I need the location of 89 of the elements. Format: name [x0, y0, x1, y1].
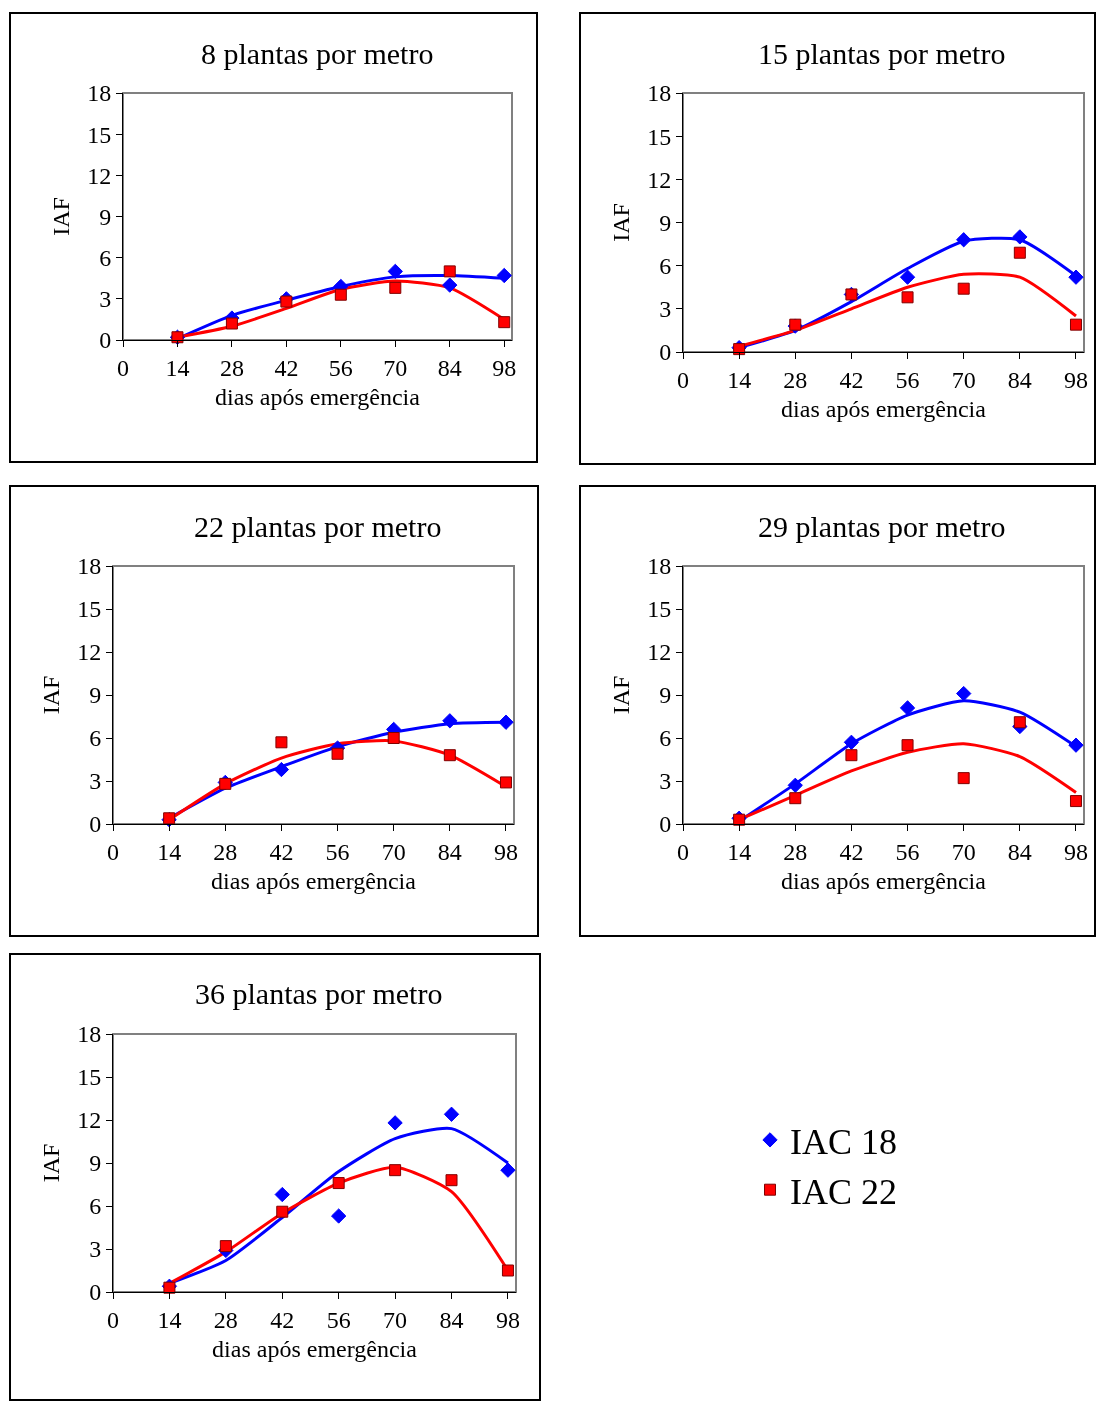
x-tick-label: 70 — [383, 354, 408, 381]
x-tick-label: 84 — [1007, 838, 1032, 865]
x-tick-label: 98 — [1063, 366, 1088, 393]
x-tick-label: 14 — [727, 838, 752, 865]
x-tick-label: 70 — [951, 838, 976, 865]
y-axis-title: IAF — [38, 1143, 65, 1183]
y-tick-label: 6 — [659, 725, 672, 752]
x-tick-label: 84 — [1007, 366, 1032, 393]
x-tick-label: 14 — [157, 1306, 182, 1333]
x-tick-label: 42 — [269, 838, 294, 865]
x-tick-label: 14 — [727, 366, 752, 393]
x-tick-label: 14 — [157, 838, 182, 865]
y-axis-title: IAF — [48, 197, 75, 236]
y-tick-label: 0 — [89, 811, 102, 838]
y-tick-label: 3 — [89, 768, 102, 795]
x-tick-label: 28 — [783, 838, 808, 865]
legend-label: IAC 22 — [790, 1171, 897, 1212]
x-tick-label: 84 — [437, 838, 462, 865]
x-tick-label: 42 — [270, 1306, 295, 1333]
x-tick-label: 98 — [492, 354, 517, 381]
y-tick-label: 9 — [659, 209, 672, 236]
y-tick-label: 9 — [659, 682, 672, 709]
y-tick-label: 15 — [87, 121, 112, 148]
y-axis-title: IAF — [38, 675, 65, 715]
x-tick-label: 42 — [274, 354, 299, 381]
y-tick-label: 15 — [77, 596, 102, 623]
x-tick-label: 84 — [437, 354, 462, 381]
y-tick-label: 18 — [77, 1021, 102, 1048]
x-tick-label: 28 — [783, 366, 808, 393]
x-tick-label: 70 — [383, 1306, 408, 1333]
y-tick-label: 12 — [77, 1107, 102, 1134]
chart-title: 36 plantas por metro — [195, 977, 443, 1010]
x-axis-title: dias após emergência — [211, 868, 417, 895]
x-axis-title: dias após emergência — [215, 384, 421, 411]
x-tick-label: 98 — [493, 838, 518, 865]
x-tick-label: 28 — [219, 354, 244, 381]
x-tick-label: 84 — [439, 1306, 464, 1333]
y-tick-label: 18 — [87, 80, 112, 107]
legend-label: IAC 18 — [790, 1121, 897, 1162]
x-tick-label: 0 — [677, 838, 689, 865]
y-tick-label: 18 — [77, 553, 102, 580]
y-axis-title: IAF — [608, 675, 635, 715]
y-tick-label: 18 — [647, 80, 672, 107]
chart-title: 8 plantas por metro — [201, 37, 434, 70]
y-tick-label: 15 — [77, 1064, 102, 1091]
y-tick-label: 6 — [99, 245, 112, 272]
x-axis-title: dias após emergência — [781, 868, 987, 895]
x-tick-label: 56 — [326, 1306, 351, 1333]
y-tick-label: 12 — [647, 639, 672, 666]
x-tick-label: 56 — [328, 354, 353, 381]
y-tick-label: 12 — [87, 162, 112, 189]
y-tick-label: 12 — [77, 639, 102, 666]
x-tick-label: 0 — [117, 354, 129, 381]
x-tick-label: 42 — [839, 366, 864, 393]
y-tick-label: 3 — [659, 296, 672, 323]
y-tick-label: 6 — [89, 725, 102, 752]
chart-title: 29 plantas por metro — [758, 510, 1006, 543]
y-tick-label: 15 — [647, 596, 672, 623]
x-tick-label: 28 — [213, 1306, 238, 1333]
y-tick-label: 6 — [659, 253, 672, 280]
y-tick-label: 0 — [99, 327, 112, 354]
y-tick-label: 18 — [647, 553, 672, 580]
x-tick-label: 28 — [213, 838, 238, 865]
x-tick-label: 0 — [677, 366, 689, 393]
x-tick-label: 70 — [381, 838, 406, 865]
chart-title: 15 plantas por metro — [758, 37, 1006, 70]
y-tick-label: 0 — [659, 811, 672, 838]
y-tick-label: 6 — [89, 1193, 102, 1220]
y-tick-label: 12 — [647, 166, 672, 193]
x-tick-label: 56 — [895, 366, 920, 393]
chart-title: 22 plantas por metro — [194, 510, 442, 543]
y-tick-label: 0 — [89, 1279, 102, 1306]
y-tick-label: 9 — [89, 1150, 102, 1177]
y-tick-label: 3 — [89, 1236, 102, 1263]
x-tick-label: 42 — [839, 838, 864, 865]
y-tick-label: 9 — [89, 682, 102, 709]
y-tick-label: 3 — [99, 286, 112, 313]
y-tick-label: 15 — [647, 123, 672, 150]
x-axis-title: dias após emergência — [212, 1336, 418, 1363]
x-tick-label: 98 — [495, 1306, 520, 1333]
x-tick-label: 70 — [951, 366, 976, 393]
y-tick-label: 3 — [659, 768, 672, 795]
x-tick-label: 56 — [325, 838, 350, 865]
y-axis-title: IAF — [608, 203, 635, 242]
x-tick-label: 56 — [895, 838, 920, 865]
x-tick-label: 98 — [1063, 838, 1088, 865]
x-tick-label: 14 — [165, 354, 190, 381]
y-tick-label: 9 — [99, 203, 112, 230]
x-axis-title: dias após emergência — [781, 396, 987, 423]
